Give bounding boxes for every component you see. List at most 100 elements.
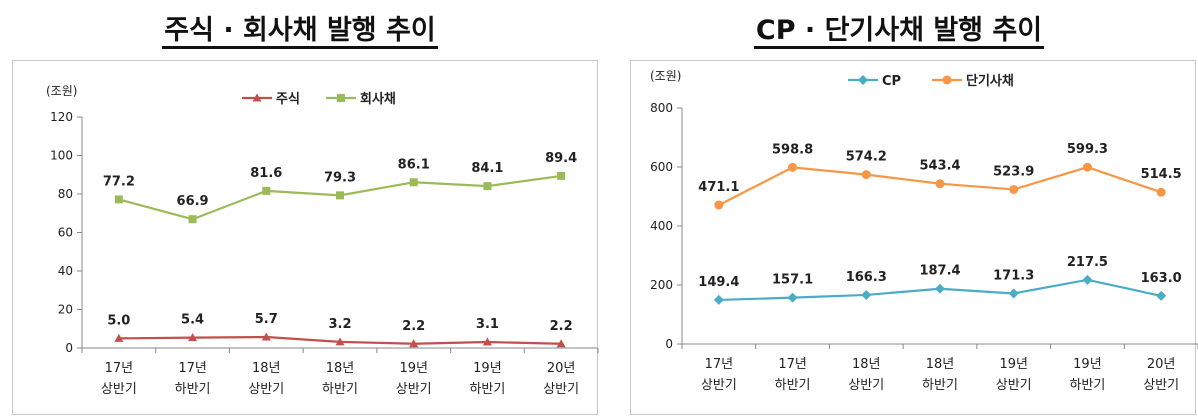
- legend-label: 단기사채: [966, 73, 1014, 89]
- data-point: [1156, 290, 1167, 301]
- data-label: 187.4: [919, 264, 960, 279]
- data-point: [861, 170, 871, 180]
- data-point: [336, 191, 344, 200]
- data-label: 599.3: [1067, 142, 1108, 157]
- x-tick-label-year: 20년: [547, 361, 576, 376]
- data-label: 2.2: [550, 319, 573, 334]
- stock-bond-chart-panel: 주식 · 회사채 발행 추이 (조원) 0 20 40 60 80 100 120 17년 상반기…: [0, 8, 600, 415]
- x-tick-label-half: 하반기: [775, 378, 811, 393]
- data-label: 471.1: [698, 180, 739, 195]
- data-label: 2.2: [402, 319, 425, 334]
- data-point: [714, 200, 724, 210]
- data-label: 77.2: [103, 174, 135, 189]
- data-label: 598.8: [772, 142, 813, 157]
- data-point: [787, 292, 798, 303]
- x-tick-label-year: 17년: [178, 361, 207, 376]
- x-tick-label-half: 하반기: [922, 378, 958, 393]
- data-label: 84.1: [471, 161, 503, 176]
- data-point: [713, 294, 724, 305]
- data-label: 163.0: [1141, 271, 1182, 286]
- data-label: 514.5: [1141, 167, 1182, 182]
- chart-frame: [12, 60, 598, 415]
- x-tick-label-year: 19년: [473, 361, 502, 376]
- legend-label: CP: [882, 74, 901, 89]
- data-label: 523.9: [993, 164, 1034, 179]
- data-point: [188, 333, 198, 342]
- chart-title: 주식 · 회사채 발행 추이: [0, 8, 600, 49]
- data-point: [556, 339, 566, 348]
- chart-title: CP · 단기사채 발행 추이: [600, 8, 1198, 49]
- data-point: [1082, 162, 1092, 172]
- data-label: 3.1: [476, 317, 499, 332]
- x-tick-label-year: 20년: [1147, 357, 1176, 372]
- x-tick-label-half: 하반기: [1069, 378, 1105, 393]
- legend-label: 주식: [276, 91, 300, 107]
- y-tick-label: 40: [58, 264, 73, 278]
- legend-label: 회사채: [360, 91, 396, 107]
- data-label: 3.2: [328, 317, 351, 332]
- data-point: [1156, 187, 1166, 197]
- data-point: [261, 332, 271, 341]
- data-label: 5.0: [107, 313, 130, 328]
- y-tick-label: 600: [650, 160, 673, 174]
- x-tick-label-half: 상반기: [101, 382, 137, 397]
- x-tick-label-half: 상반기: [996, 378, 1032, 393]
- data-point: [935, 179, 945, 189]
- data-point: [114, 333, 124, 342]
- legend-marker: [858, 75, 868, 85]
- y-tick-label: 800: [650, 101, 673, 115]
- y-tick-label: 200: [650, 278, 673, 292]
- data-label: 157.1: [772, 273, 813, 288]
- data-point: [409, 178, 418, 187]
- data-label: 89.4: [545, 151, 577, 166]
- chart-frame: [630, 60, 1196, 415]
- data-point: [1008, 288, 1019, 299]
- data-point: [482, 337, 492, 346]
- unit-label: (조원): [46, 84, 77, 98]
- y-tick-label: 0: [665, 337, 673, 351]
- data-label: 5.4: [181, 313, 204, 328]
- data-point: [483, 182, 492, 191]
- x-tick-label-half: 하반기: [322, 382, 358, 397]
- x-tick-label-half: 상반기: [1143, 378, 1179, 393]
- data-label: 5.7: [255, 312, 278, 327]
- data-point: [557, 171, 566, 180]
- data-point: [188, 215, 197, 224]
- data-point: [1082, 274, 1093, 285]
- data-label: 81.6: [250, 166, 282, 181]
- x-tick-label-year: 19년: [999, 357, 1028, 372]
- x-tick-label-half: 하반기: [175, 382, 211, 397]
- data-label: 543.4: [919, 159, 960, 174]
- y-tick-label: 400: [650, 219, 673, 233]
- x-tick-label-year: 17년: [705, 357, 734, 372]
- data-label: 171.3: [993, 268, 1034, 283]
- x-tick-label-year: 19년: [399, 361, 428, 376]
- data-point: [861, 289, 872, 300]
- x-tick-label-year: 18년: [326, 361, 355, 376]
- unit-label: (조원): [650, 69, 681, 83]
- x-tick-label-year: 17년: [778, 357, 807, 372]
- data-point: [262, 186, 271, 195]
- x-tick-label-year: 17년: [105, 361, 134, 376]
- y-tick-label: 100: [50, 149, 73, 163]
- data-label: 574.2: [846, 150, 887, 165]
- x-tick-label-year: 18년: [252, 361, 281, 376]
- data-point: [1009, 184, 1019, 194]
- legend-marker: [252, 93, 262, 102]
- x-tick-label-half: 상반기: [248, 382, 284, 397]
- y-tick-label: 60: [58, 226, 73, 240]
- x-tick-label-half: 상반기: [848, 378, 884, 393]
- x-tick-label-half: 하반기: [469, 382, 505, 397]
- legend-marker: [942, 75, 952, 85]
- data-label: 66.9: [177, 194, 209, 209]
- data-label: 86.1: [398, 157, 430, 172]
- y-tick-label: 20: [58, 303, 73, 317]
- x-tick-label-half: 상반기: [543, 382, 579, 397]
- data-point: [409, 339, 419, 348]
- data-label: 217.5: [1067, 255, 1108, 270]
- data-point: [788, 162, 798, 172]
- y-tick-label: 120: [50, 110, 73, 124]
